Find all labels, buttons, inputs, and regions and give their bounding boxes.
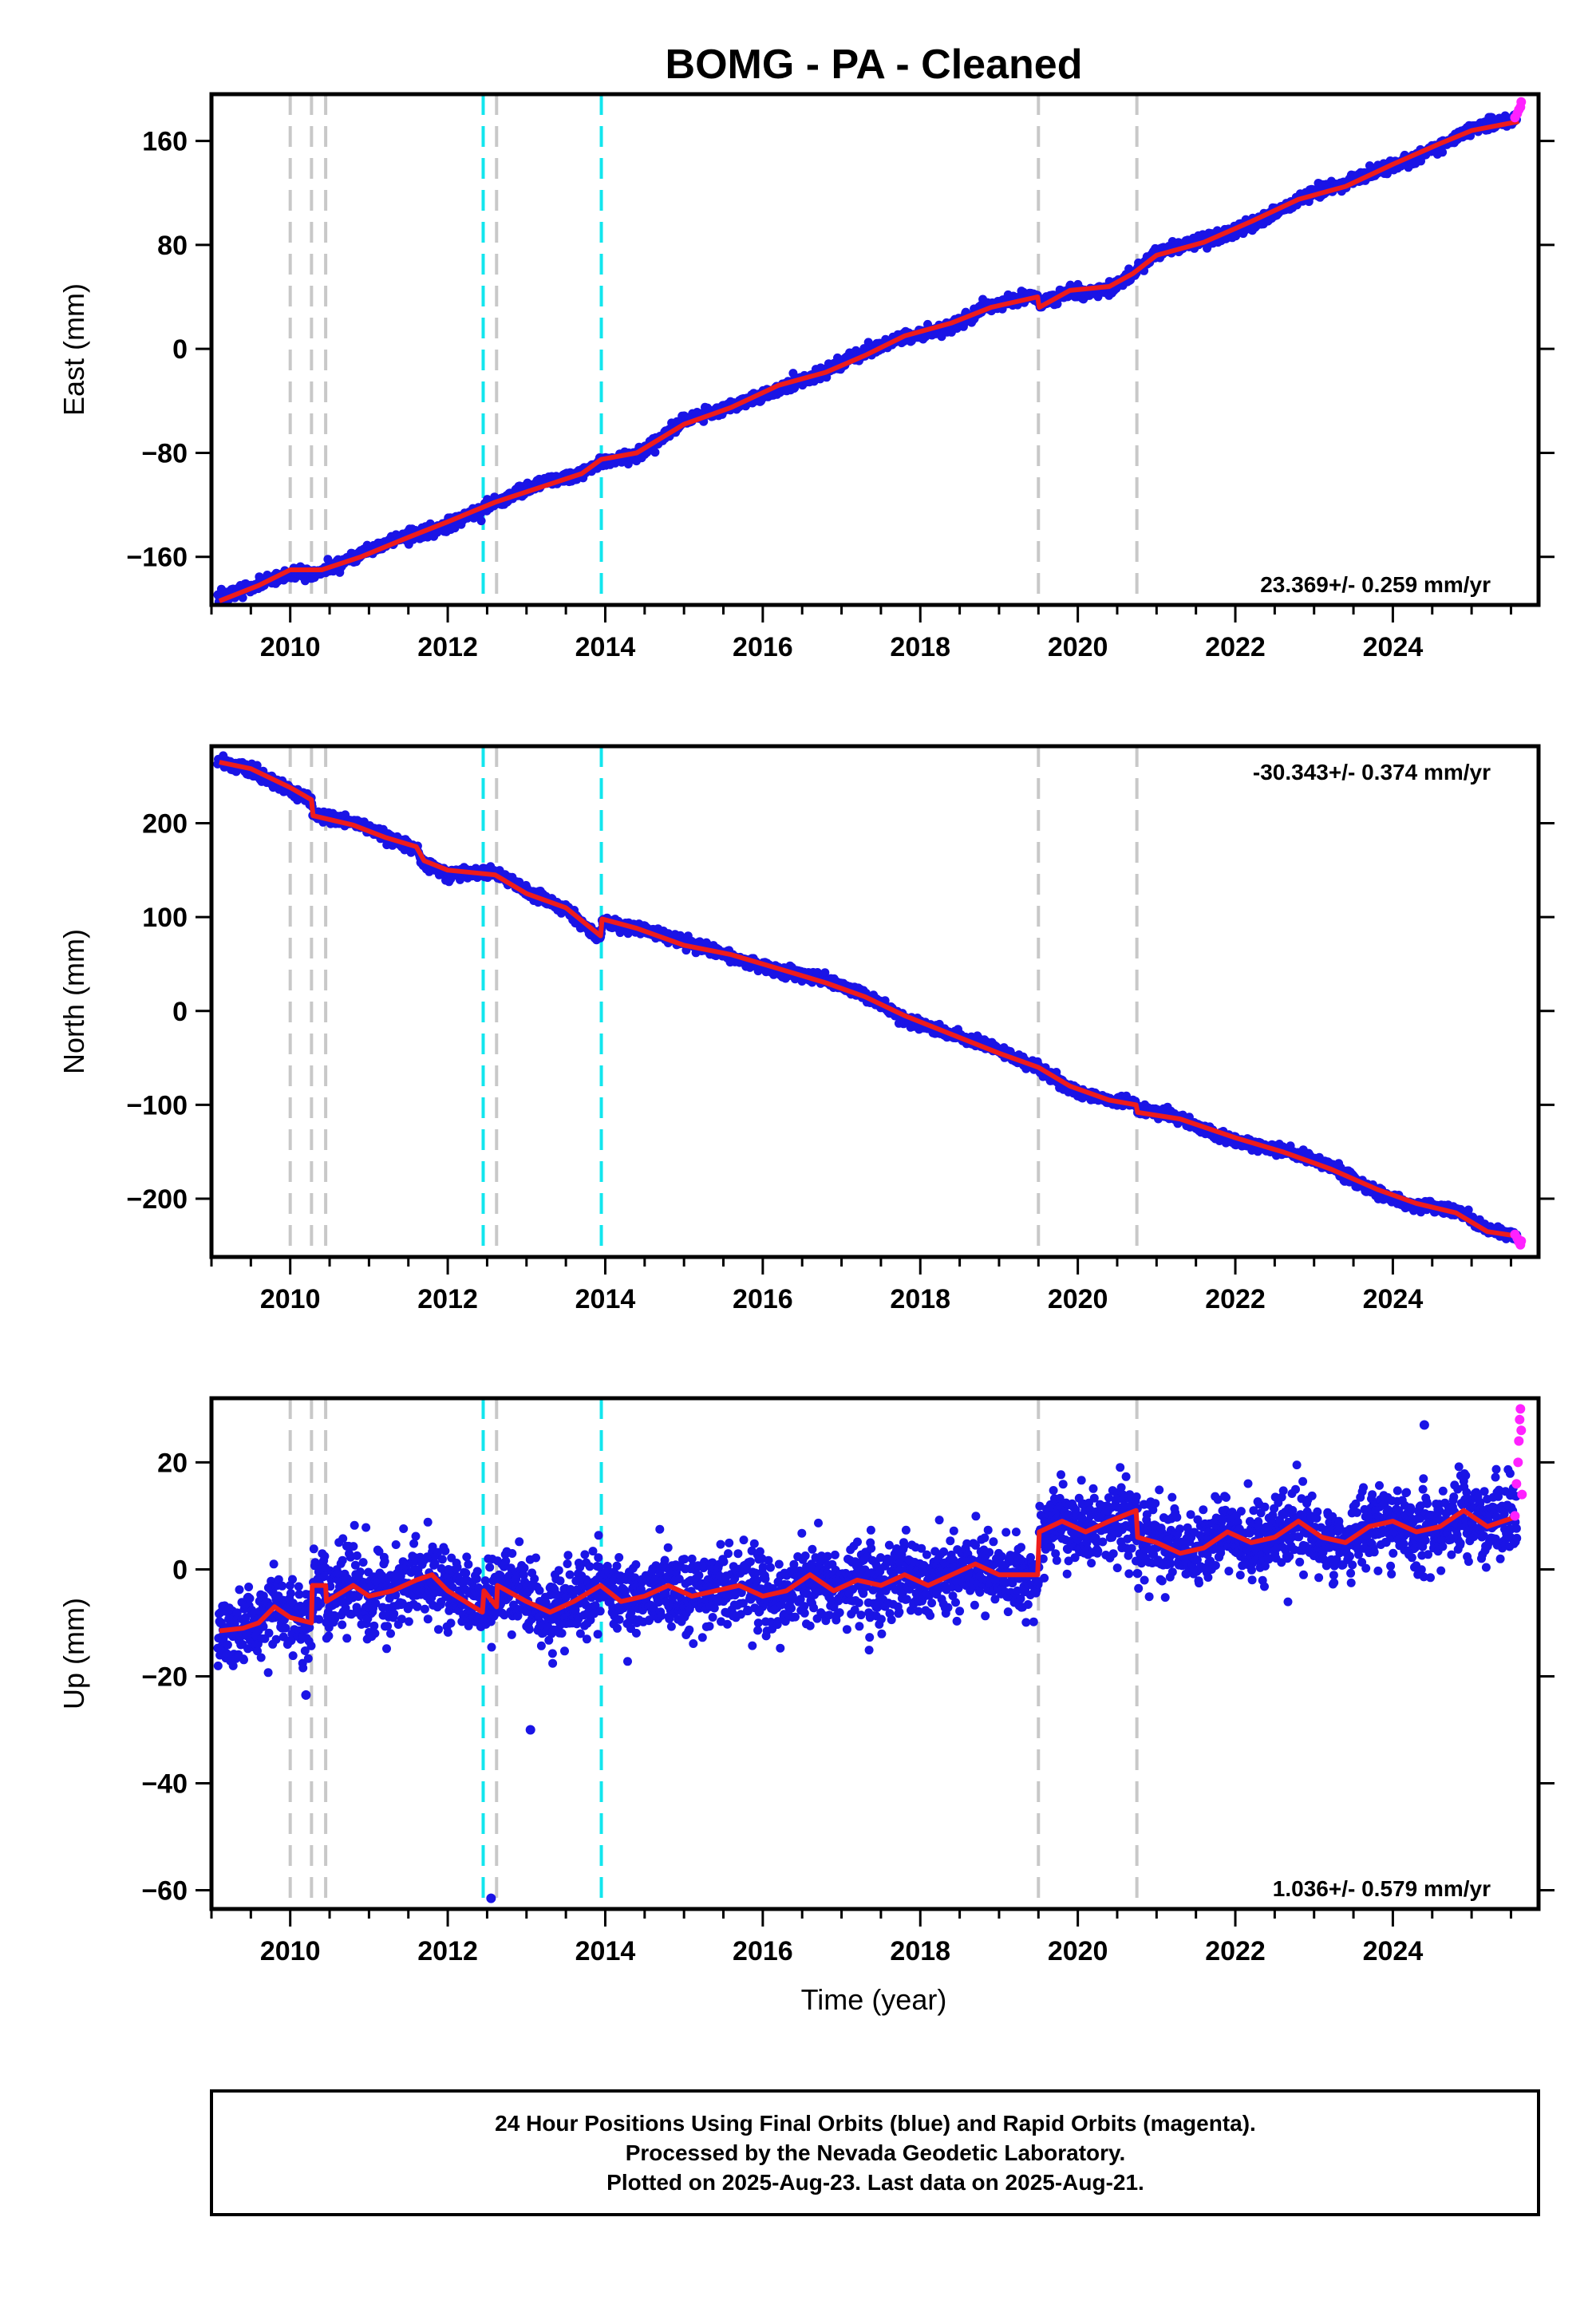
x-tick-label: 2014 [575, 632, 636, 662]
y-tick-label: −80 [141, 438, 188, 468]
x-tick-label: 2016 [733, 632, 793, 662]
y-tick-label: 80 [157, 231, 188, 261]
x-tick-label: 2022 [1205, 632, 1266, 662]
x-tick-label: 2012 [417, 632, 478, 662]
y-axis-label: East (mm) [57, 283, 90, 416]
north-panel: 2010 2012 2014 2016 2018 2020 2022 2024−200−100… [57, 744, 1555, 1314]
final-orbit-points [213, 109, 1521, 605]
model-line [218, 119, 1519, 603]
final-orbit-point [476, 516, 486, 526]
chart-title: BOMG - PA - Cleaned [666, 41, 1083, 88]
rate-annotation: 23.369+/- 0.259 mm/yr [1260, 572, 1491, 597]
y-tick-label: −160 [126, 543, 188, 573]
x-tick-label: 2020 [1048, 632, 1108, 662]
y-tick-label: 0 [172, 334, 188, 365]
final-orbit-point [650, 448, 660, 457]
final-orbit-point [238, 593, 247, 603]
x-tick-label: 2024 [1363, 632, 1424, 662]
x-tick-label: 2018 [890, 632, 950, 662]
x-tick-label: 2010 [260, 632, 321, 662]
final-orbit-point [820, 968, 830, 978]
rapid-orbit-point [1516, 97, 1527, 107]
final-orbit-point [1438, 148, 1448, 157]
y-tick-label: 160 [142, 127, 188, 157]
east-panel: 2010 2012 2014 2016 2018 2020 2022 2024 −160 −80 0… [57, 92, 1555, 662]
